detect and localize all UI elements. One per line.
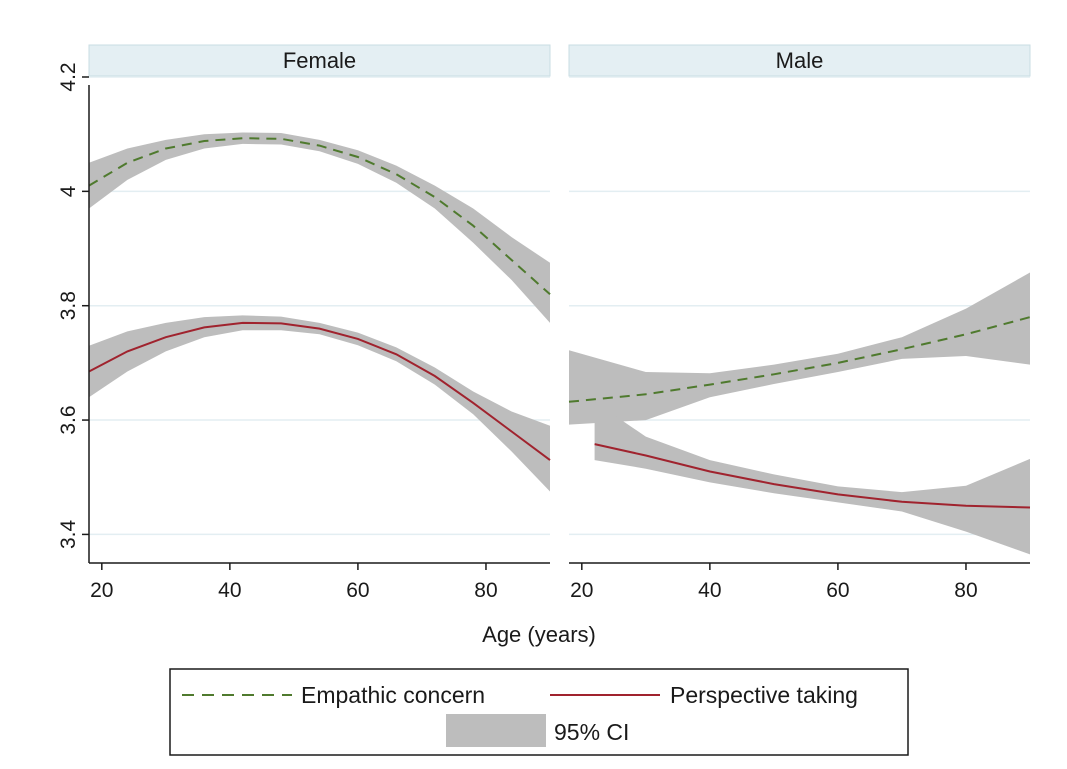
series-line-female-empathic [88,137,551,296]
series-line-male-perspective [594,443,1031,509]
legend-ci-label: 95% CI [554,719,629,745]
panel-female: Female 20 40 60 80 3.4 3.6 3.8 4 4.2 [57,44,551,602]
ci-band-male-empathic [569,272,1030,425]
y-tick-label-3: 4 [57,185,80,197]
x-tick-label-male-60: 60 [826,579,849,602]
legend-empathic-label: Empathic concern [301,682,485,708]
x-tick-label-male-80: 80 [954,579,977,602]
ci-band-female-empathic [89,132,550,323]
y-tick-label-1: 3.6 [57,405,80,434]
panel-title-male: Male [776,48,824,73]
ci-band-male-perspective [594,401,1030,555]
x-tick-label-male-20: 20 [570,579,593,602]
series-line-female-perspective [88,321,551,461]
x-tick-label-female-40: 40 [218,579,241,602]
y-tick-label-4: 4.2 [57,62,80,91]
panel-title-female: Female [283,48,356,73]
legend-perspective-label: Perspective taking [670,682,858,708]
panel-male: Male 20 40 60 80 [568,44,1031,602]
x-tick-label-female-20: 20 [90,579,113,602]
panel-strip-female [88,44,551,77]
x-tick-label-female-80: 80 [474,579,497,602]
y-tick-label-2: 3.8 [57,291,80,320]
panels: Female 20 40 60 80 3.4 3.6 3.8 4 4.2 Male 20 40 60 80 [57,44,1031,602]
x-axis-title: Age (years) [482,622,596,647]
series-line-male-empathic [568,316,1031,403]
ci-band-female-perspective [89,315,550,492]
x-tick-label-male-40: 40 [698,579,721,602]
y-tick-label-0: 3.4 [57,519,80,549]
panel-strip-male [568,44,1031,77]
legend: Empathic concern Perspective taking 95% … [169,668,909,756]
legend-ci-swatch [446,714,546,747]
x-tick-label-female-60: 60 [346,579,369,602]
